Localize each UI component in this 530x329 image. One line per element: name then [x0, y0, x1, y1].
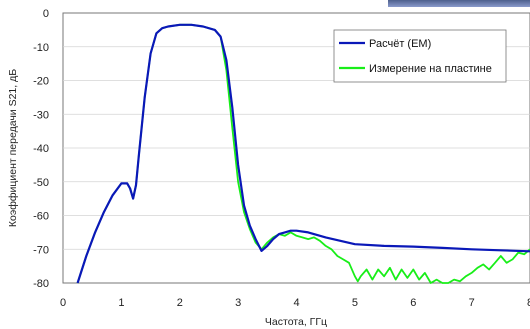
- legend-label-measurement: Измерение на пластине: [369, 63, 492, 75]
- y-tick-label: -40: [33, 143, 49, 155]
- x-axis-title: Частота, ГГц: [265, 316, 327, 328]
- y-axis-title: Коэффициент передачи S21, дБ: [7, 69, 19, 227]
- x-tick-label: 7: [469, 297, 475, 309]
- grid: [63, 46, 530, 250]
- x-tick-label: 5: [352, 297, 358, 309]
- x-tick-label: 4: [293, 297, 299, 309]
- y-tick-label: -10: [33, 42, 49, 54]
- legend-box: [333, 29, 507, 83]
- x-tick-label: 1: [118, 297, 124, 309]
- legend: Расчёт (EM) Измерение на пластине: [333, 29, 507, 83]
- y-tick-label: -70: [33, 244, 49, 256]
- x-tick-label: 8: [527, 297, 530, 309]
- x-tick-label: 3: [235, 297, 241, 309]
- series-line-em: [76, 23, 530, 284]
- x-tick-label: 2: [177, 297, 183, 309]
- x-tick-label: 0: [60, 297, 66, 309]
- legend-label-em: Расчёт (EM): [369, 38, 431, 50]
- y-tick-label: -80: [33, 278, 49, 290]
- y-tick-label: -50: [33, 177, 49, 189]
- axis-ticks: 0 -10 -20 -30 -40 -50 -60 -70 -80 0 1 2 3 4 5 6 7 8: [33, 8, 530, 309]
- y-tick-label: 0: [43, 8, 49, 20]
- y-tick-label: -60: [33, 211, 49, 223]
- x-tick-label: 6: [410, 297, 416, 309]
- y-tick-label: -20: [33, 76, 49, 88]
- y-tick-label: -30: [33, 109, 49, 121]
- series-layer: [76, 23, 530, 284]
- top-banner-decoration: [388, 0, 530, 7]
